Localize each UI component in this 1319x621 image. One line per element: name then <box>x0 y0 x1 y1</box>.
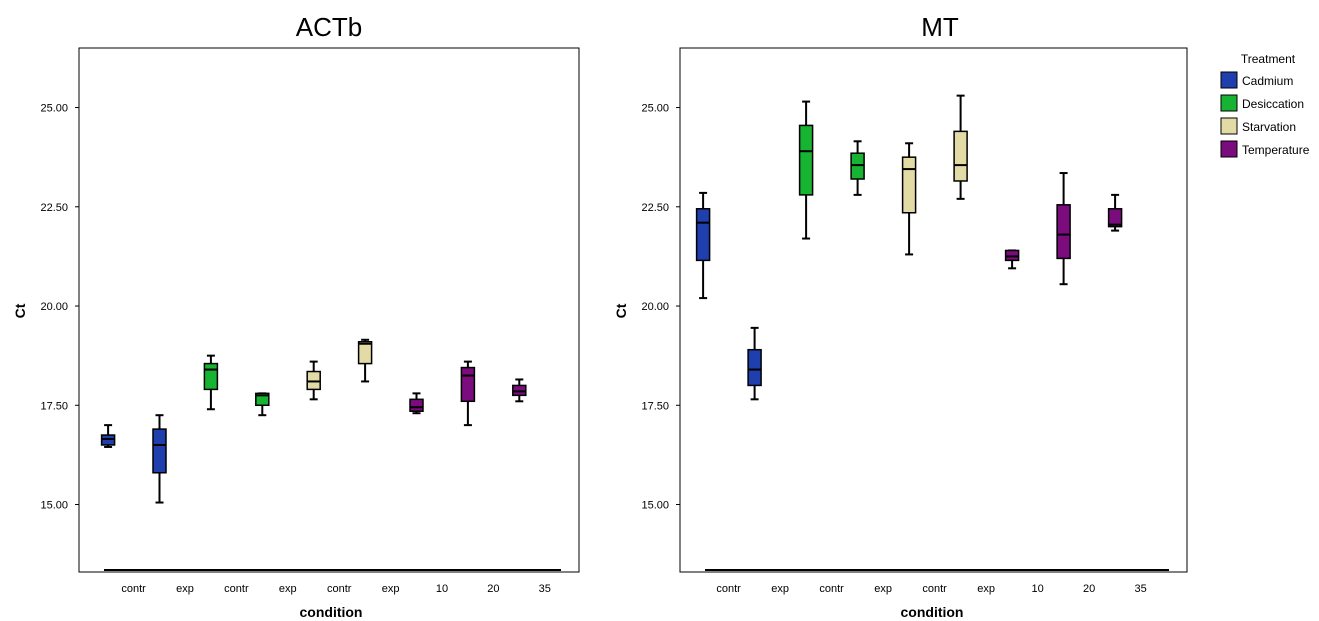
x-axis-label: condition <box>300 604 363 620</box>
box-iqr <box>901 156 917 214</box>
y-tick-label: 20.00 <box>641 301 669 313</box>
box-iqr <box>1056 204 1071 260</box>
legend-swatch <box>1220 71 1238 89</box>
mt-panel: MT Ct condition 15.00 17.50 20.00 22.50 25.0… <box>613 12 1188 620</box>
x-tick-label: 20 <box>1083 583 1095 595</box>
y-axis-label: Ct <box>12 303 28 318</box>
plot-frame <box>78 47 580 573</box>
legend-label: Desiccation <box>1242 97 1304 111</box>
y-tick-label: 22.50 <box>641 202 669 214</box>
box-iqr <box>747 348 762 387</box>
y-tick-label: 15.00 <box>641 500 669 512</box>
actb-panel: ACTb Ct condition 15.00 17.50 20.00 22.50 25… <box>12 12 580 620</box>
box-iqr <box>152 428 167 474</box>
x-tick-label: 20 <box>487 583 499 595</box>
x-tick-label: exp <box>382 583 400 595</box>
y-tick-label: 15.00 <box>40 500 68 512</box>
box-iqr <box>255 392 270 407</box>
box-iqr <box>460 366 476 403</box>
legend-swatch <box>1220 94 1238 112</box>
x-tick-label: exp <box>771 583 789 595</box>
x-tick-label: contr <box>819 583 844 595</box>
box-cadmium <box>100 424 116 448</box>
x-tick-label: contr <box>716 583 741 595</box>
box-temperature <box>1056 172 1071 286</box>
x-tick-label: contr <box>224 583 249 595</box>
x-tick-label: contr <box>121 583 146 595</box>
box-cadmium <box>695 191 711 300</box>
box-iqr <box>409 398 424 412</box>
box-starvation <box>357 338 373 383</box>
chart-title: ACTb <box>296 12 362 42</box>
x-tick-label: 35 <box>539 583 551 595</box>
plot-frame <box>679 47 1188 573</box>
box-temperature <box>409 392 424 415</box>
x-tick-label: contr <box>327 583 352 595</box>
x-tick-label: 35 <box>1134 583 1146 595</box>
y-tick-label: 20.00 <box>40 301 68 313</box>
box-iqr <box>953 130 968 182</box>
legend-label: Temperature <box>1242 143 1310 157</box>
legend-label: Starvation <box>1242 120 1296 134</box>
box-desiccation <box>850 140 865 196</box>
chart-title: MT <box>921 12 959 42</box>
x-tick-label: 10 <box>436 583 448 595</box>
box-starvation <box>306 360 321 401</box>
box-iqr <box>695 208 711 262</box>
box-iqr <box>357 341 373 365</box>
y-tick-label: 17.50 <box>40 400 68 412</box>
y-axis-label: Ct <box>613 303 629 318</box>
box-iqr <box>1107 208 1123 228</box>
x-axis-label: condition <box>901 604 964 620</box>
box-temperature <box>460 360 476 427</box>
y-tick-label: 25.00 <box>40 103 68 115</box>
y-tick-label: 22.50 <box>40 202 68 214</box>
box-iqr <box>203 362 219 391</box>
box-starvation <box>953 94 968 200</box>
box-cadmium <box>152 414 167 504</box>
legend-swatch <box>1220 117 1238 135</box>
box-iqr <box>798 124 814 196</box>
legend-title: Treatment <box>1241 52 1296 66</box>
box-desiccation <box>798 100 814 240</box>
y-tick-label: 17.50 <box>641 400 669 412</box>
box-desiccation <box>203 354 219 411</box>
box-cadmium <box>747 326 762 401</box>
box-temperature <box>1004 249 1020 270</box>
x-tick-label: exp <box>977 583 995 595</box>
x-tick-label: exp <box>279 583 297 595</box>
legend-swatch <box>1220 140 1238 158</box>
box-temperature <box>512 378 527 403</box>
x-tick-label: exp <box>874 583 892 595</box>
x-tick-label: 10 <box>1031 583 1043 595</box>
box-starvation <box>901 142 917 256</box>
legend: Treatment Cadmium Desiccation Starvation Te… <box>1220 52 1310 158</box>
legend-label: Cadmium <box>1242 74 1293 88</box>
box-temperature <box>1107 193 1123 232</box>
x-tick-label: contr <box>922 583 947 595</box>
x-tick-label: exp <box>176 583 194 595</box>
y-tick-label: 25.00 <box>641 103 669 115</box>
box-desiccation <box>255 392 270 417</box>
